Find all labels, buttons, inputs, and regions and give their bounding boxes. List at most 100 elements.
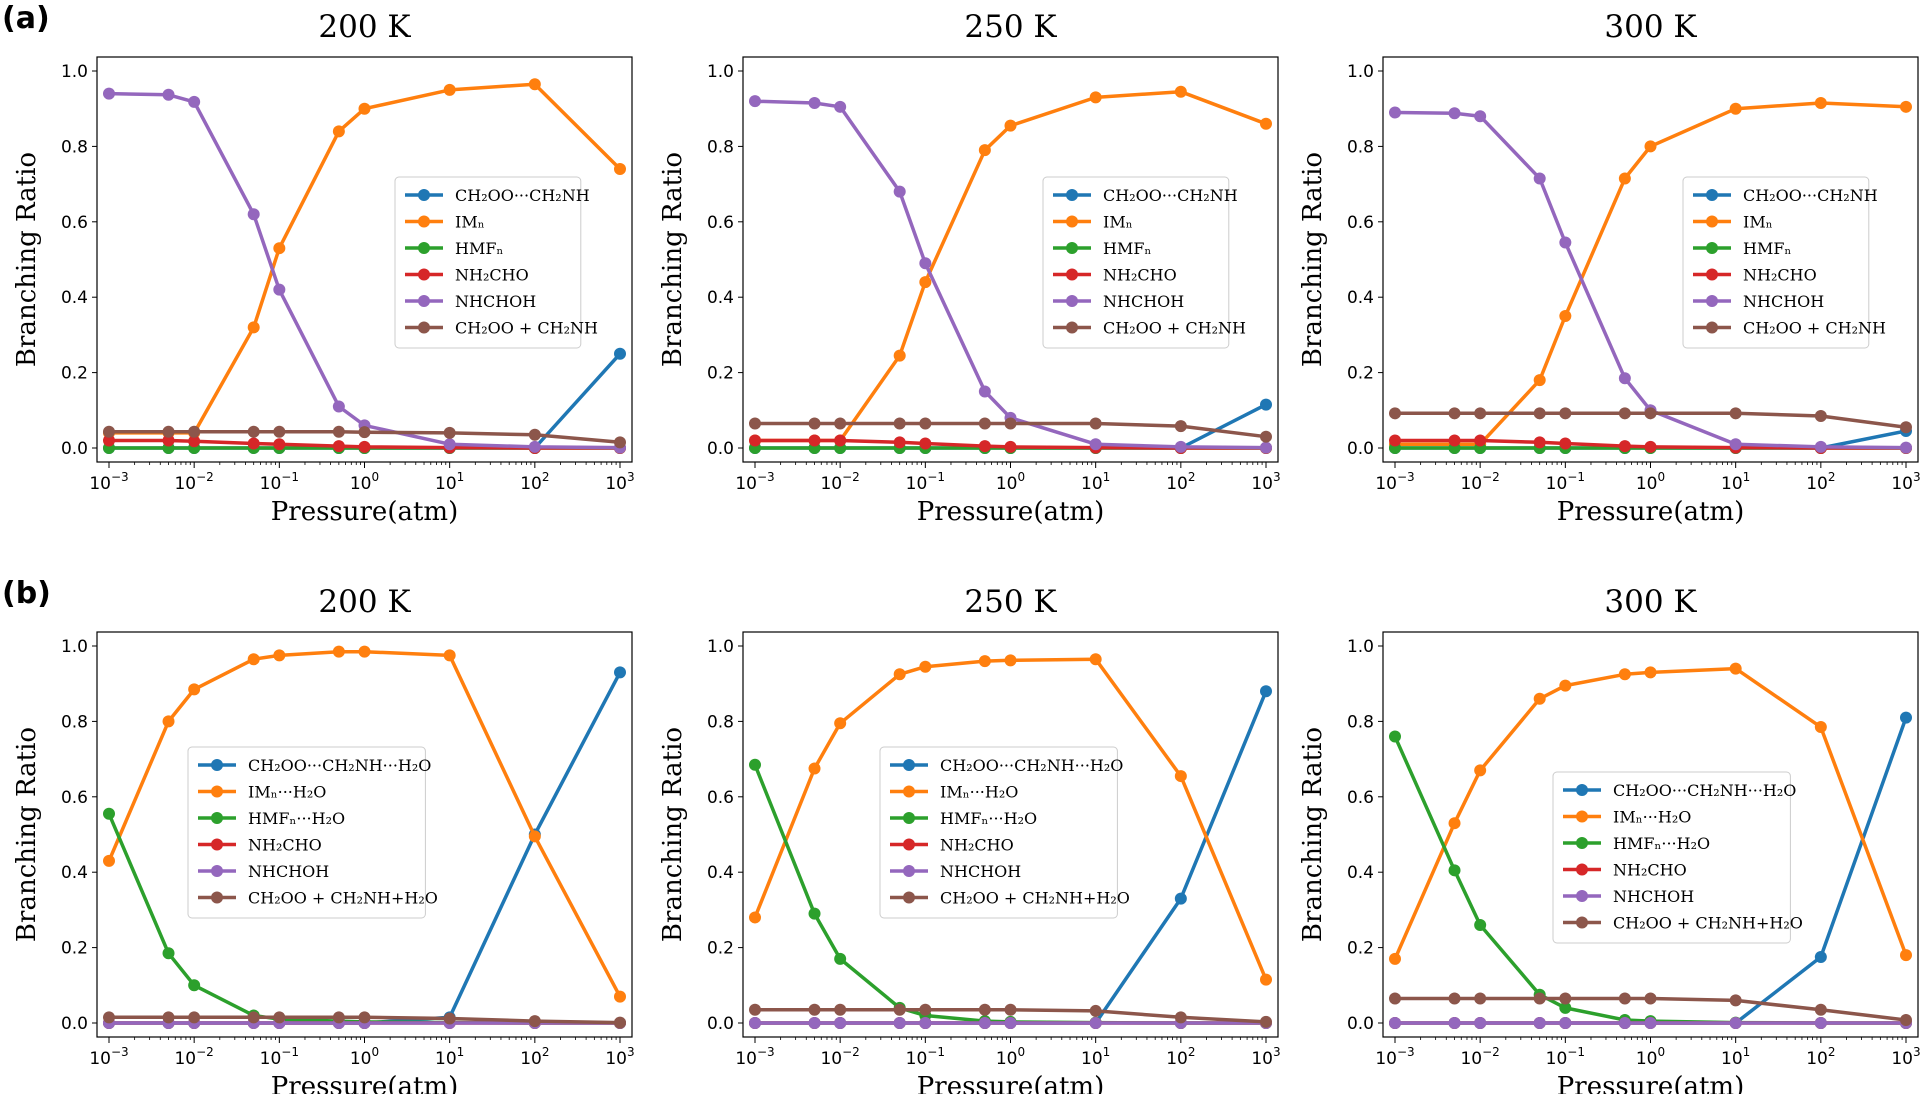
data-point-ch2oo-plus-ch2nhplush2o [1004, 1003, 1017, 1016]
data-point-nhchoh [1004, 1017, 1017, 1029]
y-tick-label: 0.6 [707, 788, 734, 808]
legend-swatch-marker [1576, 890, 1588, 902]
legend-box [187, 746, 426, 919]
data-point-nh2cho [1389, 434, 1401, 447]
data-point-imnh2o [1533, 692, 1546, 705]
data-point-ch2oo-plus-ch2nhplush2o [162, 1011, 175, 1024]
data-point-imnh2o [1618, 668, 1631, 681]
data-point-nhchoh [1618, 1017, 1631, 1029]
series-line-ch2oo-plus-ch2nhplush2o [1395, 996, 1907, 1022]
data-point-nhchoh [1729, 1017, 1742, 1029]
legend: CH₂OO···CH₂NH···H₂O IMₙ···H₂O HMFₙ···H₂O NH… [187, 746, 438, 919]
data-point-ch2oo-plus-ch2nhplush2o [834, 1003, 847, 1016]
data-point-imn [443, 83, 456, 96]
data-point-imn [273, 242, 286, 255]
legend-swatch-marker [1066, 189, 1078, 201]
legend-label-nhchoh: NHCHOH [1613, 887, 1694, 906]
data-point-nh2cho [1644, 440, 1657, 453]
data-point-ch2oo-plus-ch2nhplush2o [1618, 992, 1631, 1005]
legend-label-nhchoh: NHCHOH [1743, 292, 1824, 311]
legend-swatch-marker [1066, 215, 1078, 228]
data-point-imn [1729, 102, 1742, 115]
x-tick-label: 102 [1806, 470, 1835, 494]
x-tick-label: 101 [435, 470, 464, 494]
data-point-imnh2o [1900, 949, 1912, 962]
x-tick-label: 103 [1891, 1045, 1920, 1069]
x-tick-label: 100 [996, 470, 1025, 494]
y-tick-label: 1.0 [61, 62, 88, 82]
y-tick-label: 1.0 [1347, 62, 1374, 82]
data-point-nh2cho [749, 434, 761, 447]
data-point-ch2oo-plus-ch2nh [1474, 407, 1487, 420]
data-point-nh2cho [893, 436, 906, 449]
series-line-ch2oo-plus-ch2nh [755, 421, 1267, 439]
y-tick-label: 0.4 [1347, 863, 1374, 883]
x-tick-label: 100 [350, 1045, 379, 1069]
data-point-ch2oo-plus-ch2nh [614, 436, 626, 449]
data-point-imn [1260, 117, 1272, 130]
data-point-ch2oo-plus-ch2nh [1174, 420, 1187, 433]
y-tick-label: 0.0 [707, 439, 734, 459]
legend-label-hmfnh2o: HMFₙ···H₂O [940, 809, 1037, 828]
x-tick-label: 101 [1721, 470, 1750, 494]
data-point-nhchoh [1814, 440, 1827, 453]
y-tick-label: 0.4 [1347, 288, 1374, 308]
x-axis-label: Pressure(atm) [271, 1072, 458, 1094]
series-line-nhchoh [1394, 110, 1907, 450]
data-point-nhchoh [978, 1017, 991, 1029]
data-point-imnh2o [893, 668, 906, 681]
legend-swatch-marker [211, 812, 223, 824]
legend-label-nh2cho: NH₂CHO [1103, 266, 1177, 285]
data-point-ch2oo-plus-ch2nhplush2o [1729, 994, 1742, 1007]
legend-swatch-marker [1066, 242, 1078, 254]
legend-swatch-marker [211, 865, 223, 877]
data-point-ch2oo-plus-ch2nhplush2o [358, 1011, 371, 1024]
data-point-imn [1644, 140, 1657, 153]
x-tick-label: 100 [350, 470, 379, 494]
chart-4: 200 K 0.0 0.2 0.4 0.6 0.8 1.0 10−3 10−2 10−1 100 10… [12, 584, 635, 1094]
data-point-nh2cho [919, 437, 932, 450]
legend-swatch-marker [1706, 189, 1718, 201]
legend-label-imnh2o: IMₙ···H₂O [940, 783, 1018, 802]
x-tick-label: 10−1 [1546, 470, 1585, 494]
data-point-ch2oo-plus-ch2nh [1004, 417, 1017, 430]
legend-label-ch2ooch2nhh2o: CH₂OO···CH₂NH···H₂O [940, 756, 1123, 775]
chart-2: 250 K 0.0 0.2 0.4 0.6 0.8 1.0 10−3 10−2 10−1 100 10… [658, 9, 1281, 527]
data-point-nhchoh [1559, 236, 1572, 249]
legend-label-nhchoh: NHCHOH [248, 862, 329, 881]
data-point-ch2oo-plus-ch2nhplush2o [247, 1011, 260, 1024]
data-point-imnh2o [103, 854, 115, 867]
data-point-nh2cho [247, 437, 260, 450]
x-axis-label: Pressure(atm) [917, 497, 1104, 527]
y-tick-label: 0.4 [707, 288, 734, 308]
data-point-hmfnh2o [1474, 918, 1487, 931]
data-point-nhchoh [978, 385, 991, 398]
data-point-nhchoh [1533, 172, 1546, 185]
chart-title: 250 K [964, 584, 1057, 620]
data-point-imn [1900, 100, 1912, 113]
y-tick-label: 0.2 [707, 939, 734, 959]
y-tick-label: 0.2 [1347, 939, 1374, 959]
data-point-imn [1004, 119, 1017, 132]
data-point-imnh2o [358, 645, 371, 658]
legend-label-nh2cho: NH₂CHO [940, 836, 1014, 855]
data-point-ch2oo-plus-ch2nhplush2o [893, 1003, 906, 1016]
data-point-ch2ooch2nhh2o [1260, 685, 1272, 698]
y-axis-label: Branching Ratio [1298, 152, 1328, 367]
data-point-ch2ooch2nhh2o [614, 666, 626, 679]
legend-swatch-marker [1706, 268, 1718, 281]
data-point-ch2oo-plus-ch2nhplush2o [808, 1003, 821, 1016]
legend-swatch-marker [211, 759, 223, 771]
data-point-imnh2o [1559, 679, 1572, 692]
x-tick-label: 10−3 [89, 1045, 128, 1069]
y-tick-label: 0.8 [1347, 712, 1374, 732]
data-point-ch2oo-plus-ch2nhplush2o [749, 1003, 761, 1016]
legend-label-nhchoh: NHCHOH [940, 862, 1021, 881]
x-tick-label: 102 [1166, 470, 1195, 494]
legend-swatch-marker [418, 242, 430, 254]
data-point-ch2oo-plus-ch2nhplush2o [978, 1003, 991, 1016]
series-line-ch2oo-plus-ch2nh [109, 430, 621, 445]
chart-title: 250 K [964, 9, 1057, 45]
legend-swatch-marker [1576, 916, 1588, 929]
data-point-nhchoh [808, 97, 821, 110]
